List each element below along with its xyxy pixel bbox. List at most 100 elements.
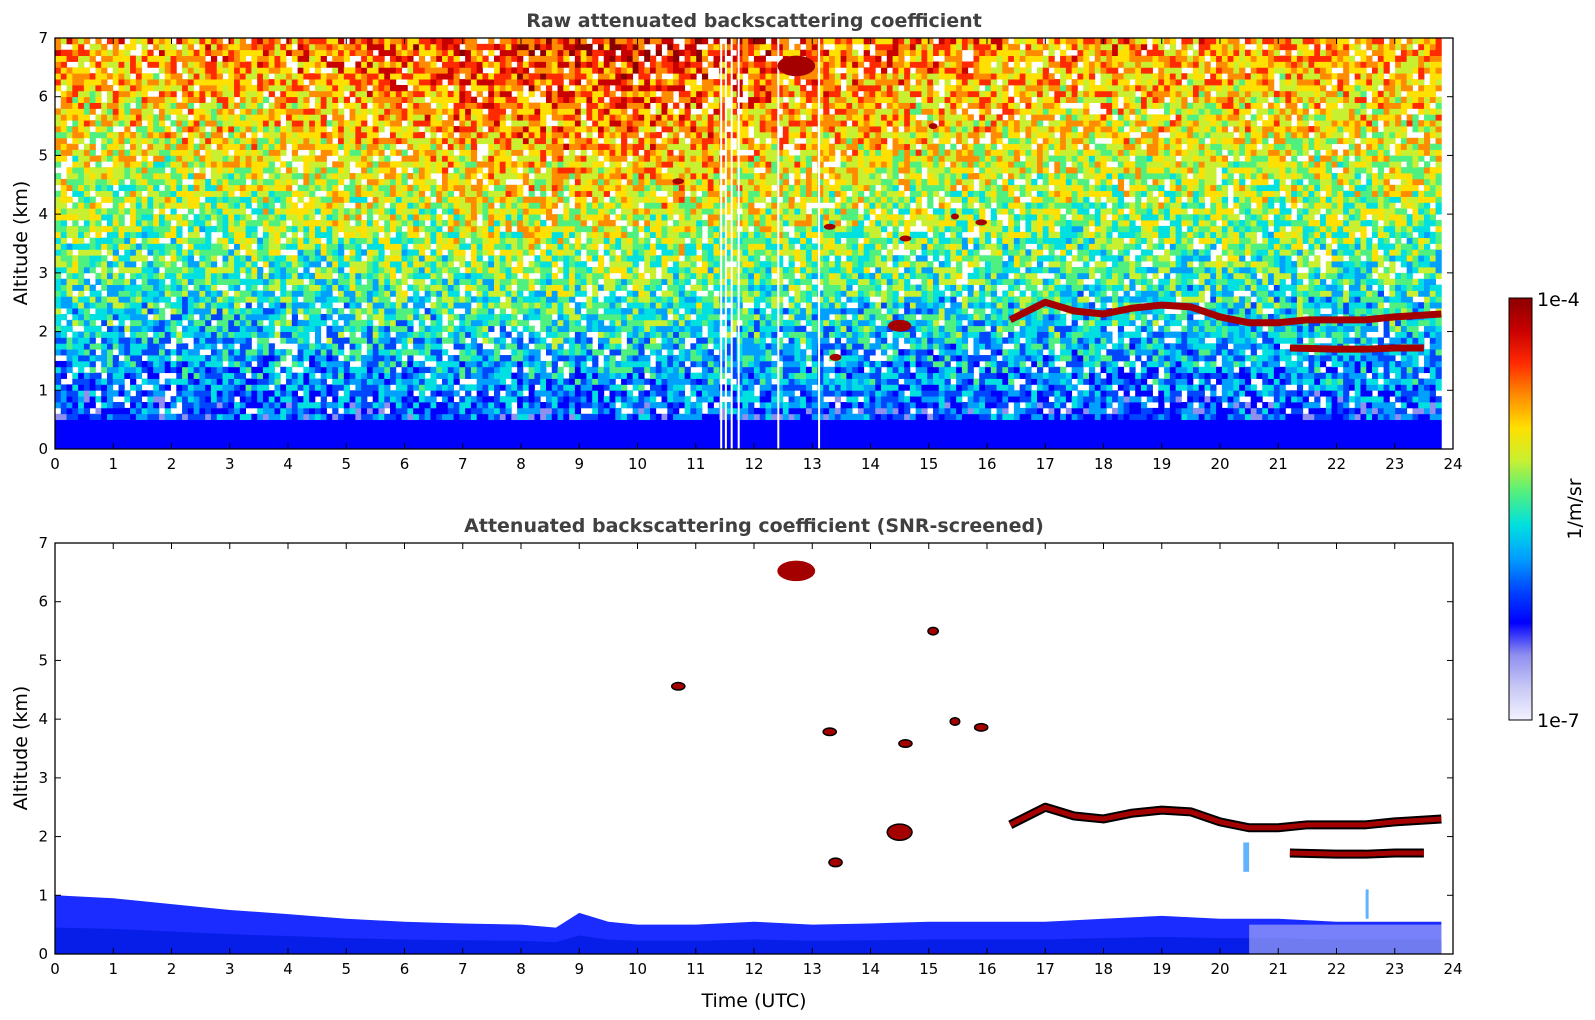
heat-cell [349, 243, 356, 250]
heat-cell [106, 390, 114, 397]
heat-cell [320, 302, 327, 309]
heat-cell [413, 196, 420, 203]
heat-cell [291, 237, 299, 244]
heat-cell [349, 261, 356, 268]
heat-cell [465, 413, 472, 421]
heat-cell [314, 337, 322, 344]
heat-cell [193, 190, 200, 197]
heat-cell [378, 413, 385, 421]
heat-cell [366, 349, 374, 356]
heat-cell [187, 319, 195, 327]
heat-cell [488, 360, 495, 368]
heat-cell [262, 284, 270, 291]
heat-cell [320, 255, 327, 262]
heat-cell [158, 114, 166, 121]
heat-cell [286, 161, 293, 168]
heat-cell [355, 143, 362, 150]
heat-cell [395, 278, 402, 285]
heat-cell [453, 90, 460, 98]
heat-cell [228, 331, 235, 338]
heat-cell [430, 79, 437, 86]
heat-cell [251, 67, 258, 74]
heat-cell [205, 84, 212, 92]
heat-cell [199, 61, 206, 68]
heat-cell [245, 84, 252, 92]
heat-cell [83, 337, 91, 344]
heat-cell [390, 208, 397, 215]
heat-cell [83, 249, 91, 256]
heat-cell [384, 38, 391, 45]
heat-cell [407, 413, 414, 421]
heat-cell [314, 67, 322, 74]
heat-cell [314, 261, 322, 268]
heat-cell [494, 419, 501, 426]
heat-cell [453, 343, 460, 350]
heat-cell [257, 402, 264, 409]
heat-cell [274, 243, 281, 250]
heat-cell [470, 120, 478, 127]
heat-cell [164, 413, 171, 421]
heat-cell [309, 249, 316, 256]
heat-cell [418, 202, 426, 209]
heat-cell [222, 331, 229, 338]
heat-cell [210, 431, 218, 438]
heat-cell [372, 249, 379, 256]
heat-cell [355, 378, 362, 385]
heat-cell [268, 131, 275, 139]
heat-cell [199, 319, 206, 327]
heat-cell [280, 296, 287, 303]
heat-cell [83, 313, 91, 321]
heat-cell [465, 325, 472, 332]
heat-cell [384, 325, 391, 332]
heat-cell [234, 79, 241, 86]
heat-cell [517, 384, 524, 391]
heat-cell [141, 425, 148, 432]
heat-cell [297, 278, 304, 285]
heat-cell [193, 237, 200, 244]
heat-cell [210, 43, 218, 51]
heat-cell [101, 425, 108, 432]
heat-cell [170, 325, 177, 332]
heat-cell [447, 284, 454, 291]
heat-cell [199, 49, 206, 57]
heat-cell [470, 308, 478, 315]
heat-cell [124, 114, 131, 121]
heat-cell [338, 431, 345, 438]
heat-cell [361, 355, 368, 362]
heat-cell [488, 220, 495, 227]
heat-cell [147, 96, 154, 103]
heat-cell [234, 243, 241, 250]
heat-cell [205, 390, 212, 397]
heat-cell [332, 308, 339, 315]
heat-cell [176, 137, 183, 145]
heat-cell [436, 431, 443, 438]
heat-cell [436, 220, 443, 227]
heat-cell [361, 284, 368, 291]
heat-cell [187, 55, 195, 62]
heat-cell [182, 96, 189, 103]
heat-cell [413, 372, 420, 379]
heat-cell [193, 372, 200, 379]
heat-cell [199, 255, 206, 262]
heat-cell [141, 38, 148, 45]
heat-cell [164, 196, 171, 203]
heat-cell [286, 108, 293, 115]
heat-cell [222, 196, 229, 203]
heat-cell [72, 319, 79, 327]
heat-cell [407, 407, 414, 415]
heat-cell [430, 249, 437, 256]
heat-cell [268, 284, 275, 291]
heat-cell [447, 237, 454, 244]
heat-cell [257, 319, 264, 327]
heat-cell [395, 402, 402, 409]
heat-cell [499, 214, 506, 221]
heat-cell [205, 38, 212, 45]
heat-cell [153, 302, 160, 309]
heat-cell [170, 272, 177, 280]
heat-cell [153, 378, 160, 385]
heat-cell [505, 431, 512, 438]
heat-cell [482, 79, 489, 86]
heat-cell [465, 437, 472, 444]
heat-cell [106, 396, 114, 403]
heat-cell [216, 337, 223, 344]
